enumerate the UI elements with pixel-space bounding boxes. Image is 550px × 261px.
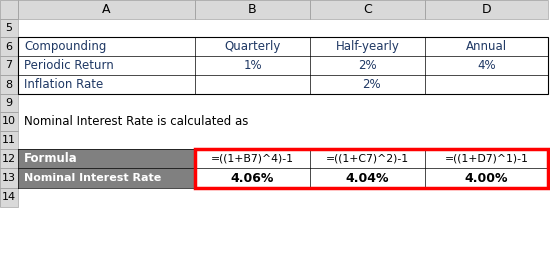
Bar	[0, 56, 18, 75]
Bar	[18, 131, 548, 149]
Bar	[0, 112, 18, 131]
Text: 4.04%: 4.04%	[346, 171, 389, 185]
Bar	[18, 188, 548, 207]
Text: C: C	[363, 3, 372, 16]
Text: 13: 13	[2, 173, 16, 183]
Bar	[425, 0, 548, 19]
Bar	[18, 149, 548, 168]
Text: 4.06%: 4.06%	[231, 171, 274, 185]
Bar	[0, 168, 18, 188]
Text: 5: 5	[6, 23, 13, 33]
Bar	[0, 75, 18, 94]
Text: Periodic Return: Periodic Return	[24, 59, 114, 72]
Text: 2%: 2%	[358, 59, 377, 72]
Bar	[18, 19, 548, 37]
Bar	[195, 168, 548, 188]
Bar	[310, 0, 425, 19]
Bar	[0, 131, 18, 149]
Text: 10: 10	[2, 116, 16, 127]
Bar	[18, 112, 548, 131]
Bar	[0, 149, 18, 168]
Bar	[0, 56, 18, 75]
Bar	[0, 19, 18, 37]
Bar	[195, 149, 548, 188]
Bar	[195, 149, 548, 168]
Text: 8: 8	[6, 80, 13, 90]
Bar	[0, 37, 18, 56]
Bar	[18, 37, 548, 56]
Text: 4.00%: 4.00%	[465, 171, 508, 185]
Bar	[0, 112, 18, 131]
Bar	[0, 149, 18, 168]
Text: Half-yearly: Half-yearly	[336, 40, 399, 53]
Text: 9: 9	[6, 98, 13, 108]
Bar	[0, 188, 18, 207]
Bar	[18, 56, 548, 75]
Text: 6: 6	[6, 41, 13, 51]
Bar	[18, 37, 548, 94]
Bar	[18, 168, 548, 188]
Text: Annual: Annual	[466, 40, 507, 53]
Bar	[0, 131, 18, 149]
Bar	[0, 0, 18, 19]
Text: Formula: Formula	[24, 152, 78, 165]
Text: B: B	[248, 3, 257, 16]
Text: Quarterly: Quarterly	[224, 40, 280, 53]
Bar	[18, 0, 195, 19]
Bar	[18, 0, 195, 19]
Bar	[0, 75, 18, 94]
Bar	[18, 94, 548, 112]
Text: 11: 11	[2, 135, 16, 145]
Text: D: D	[482, 3, 491, 16]
Text: 1%: 1%	[243, 59, 262, 72]
Text: 12: 12	[2, 153, 16, 163]
Bar	[0, 94, 18, 112]
Bar	[0, 168, 18, 188]
Bar	[0, 37, 18, 56]
Text: A: A	[102, 3, 111, 16]
Bar	[195, 0, 310, 19]
Text: 14: 14	[2, 193, 16, 203]
Text: =((1+B7)^4)-1: =((1+B7)^4)-1	[211, 153, 294, 163]
Bar	[0, 94, 18, 112]
Text: 2%: 2%	[362, 78, 381, 91]
Bar	[18, 75, 548, 94]
Bar	[195, 0, 310, 19]
Text: Inflation Rate: Inflation Rate	[24, 78, 103, 91]
Text: Nominal Interest Rate is calculated as: Nominal Interest Rate is calculated as	[24, 115, 249, 128]
Bar	[18, 149, 195, 168]
Text: Nominal Interest Rate: Nominal Interest Rate	[24, 173, 161, 183]
Bar	[18, 168, 195, 188]
Text: 7: 7	[6, 61, 13, 70]
Bar	[0, 188, 18, 207]
Bar	[310, 0, 425, 19]
Bar	[0, 0, 18, 19]
Bar	[0, 19, 18, 37]
Text: Compounding: Compounding	[24, 40, 106, 53]
Text: =((1+D7)^1)-1: =((1+D7)^1)-1	[444, 153, 529, 163]
Text: =((1+C7)^2)-1: =((1+C7)^2)-1	[326, 153, 409, 163]
Text: 4%: 4%	[477, 59, 496, 72]
Bar	[425, 0, 548, 19]
